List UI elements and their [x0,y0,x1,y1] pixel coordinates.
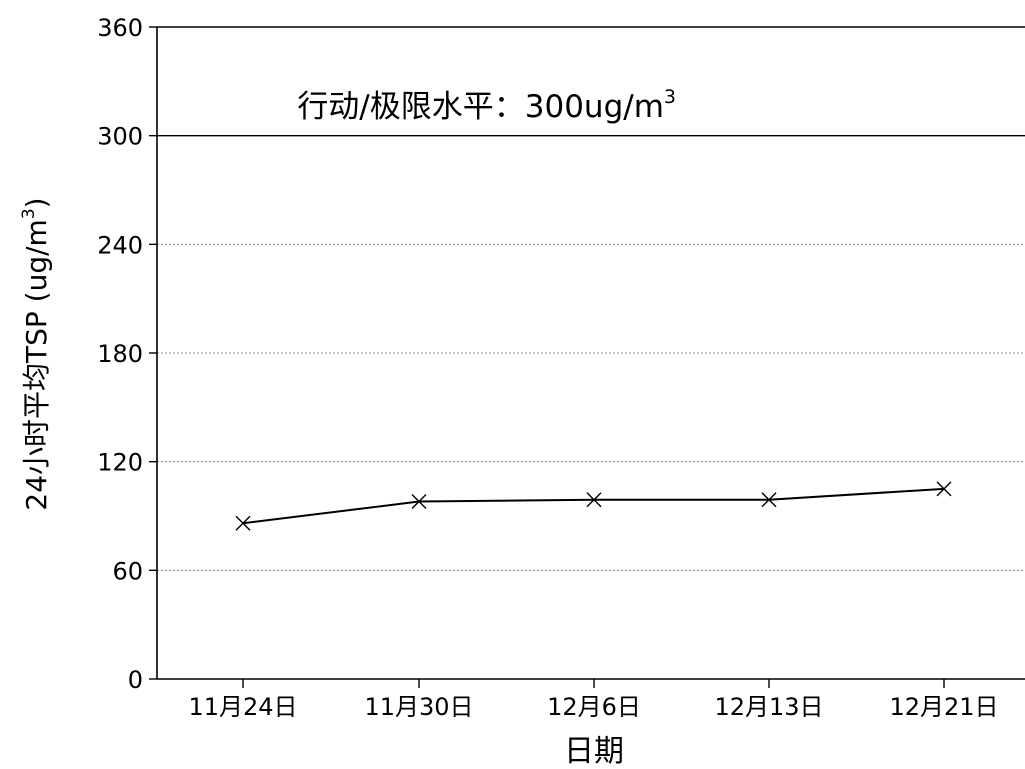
data-point-2-stroke-b [586,492,602,508]
annotation-sup: 3 [664,86,676,108]
x-tick-label-3: 12月13日 [714,693,823,721]
y-tick-label-0: 0 [128,666,143,694]
data-point-1-stroke-b [411,494,427,510]
data-point-4-stroke-b [936,481,952,497]
y-axis-label-close: ) [20,197,53,208]
x-tick-label-4: 12月21日 [889,693,998,721]
y-tick-label-300: 300 [97,123,143,151]
y-axis-label-main: 24小时平均TSP (ug/m [20,219,53,510]
data-point-3-stroke-b [761,492,777,508]
data-point-0 [235,515,251,531]
y-tick-label-60: 60 [112,557,143,585]
annotation-text: 行动/极限水平：300ug/m3 [297,86,676,125]
x-tick-label-1: 11月30日 [364,693,473,721]
data-point-4 [936,481,952,497]
data-point-2 [586,492,602,508]
annotation-main: 行动/极限水平：300ug/m [297,89,664,125]
y-tick-label-120: 120 [97,449,143,477]
x-tick-label-0: 11月24日 [188,693,297,721]
series-layer [235,481,952,531]
y-tick-label-240: 240 [97,231,143,259]
x-tick-label-2: 12月6日 [547,693,641,721]
y-tick-label-360: 360 [97,14,143,42]
x-axis-label: 日期 [564,734,624,769]
grid-layer [157,243,1025,571]
data-point-3 [761,492,777,508]
data-point-0-stroke-b [235,515,251,531]
y-axis-label: 24小时平均TSP (ug/m3) [19,197,53,510]
data-point-1 [411,494,427,510]
series-line-0 [242,487,945,525]
y-axis-label-sup: 3 [19,208,39,219]
y-tick-label-180: 180 [97,340,143,368]
ticks-layer: 0 60 120 180 240 300 360 11月24日 11月30日 12月6日 12月13… [97,14,998,721]
